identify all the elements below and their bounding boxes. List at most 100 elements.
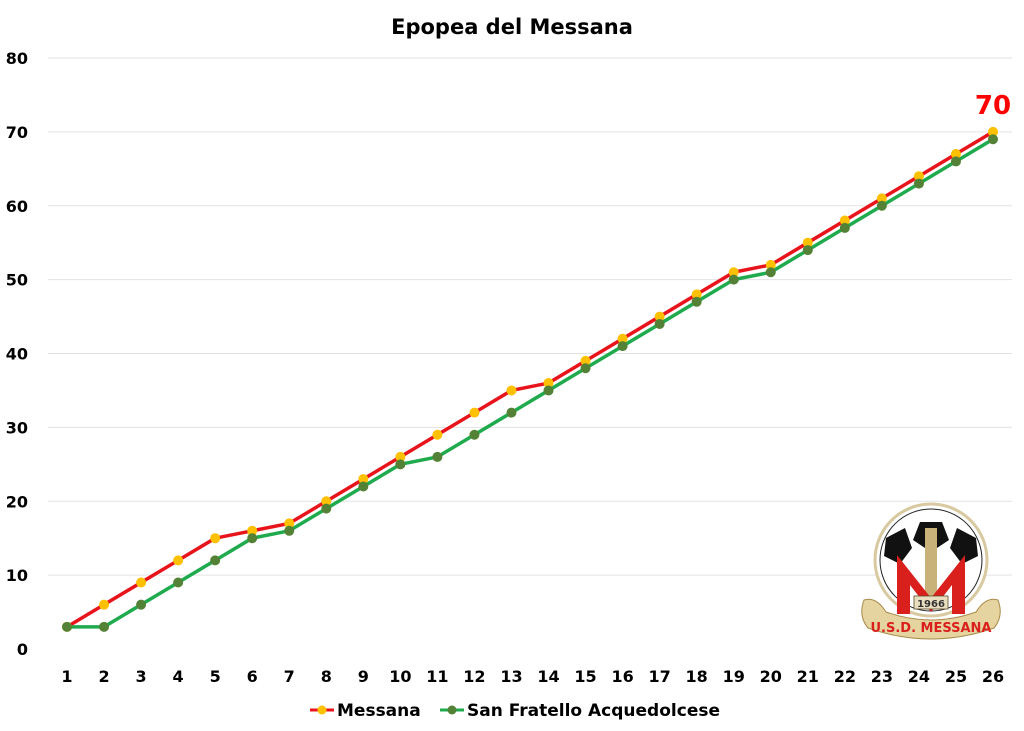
series-0-point bbox=[432, 429, 443, 440]
x-tick-label: 22 bbox=[834, 667, 856, 686]
series-0-point bbox=[543, 378, 554, 389]
series-0-point bbox=[469, 407, 480, 418]
series-1-point bbox=[321, 503, 332, 514]
series-1-point bbox=[247, 533, 258, 544]
x-tick-label: 7 bbox=[284, 667, 295, 686]
x-tick-label: 14 bbox=[537, 667, 559, 686]
series-1-point bbox=[432, 451, 443, 462]
x-tick-label: 24 bbox=[908, 667, 930, 686]
series-1-point bbox=[210, 555, 221, 566]
series-1-point bbox=[62, 621, 72, 632]
y-axis-ticks: 0 10 20 30 40 50 60 70 80 bbox=[6, 49, 28, 659]
series-1-point bbox=[950, 156, 961, 167]
series-1-point bbox=[580, 363, 591, 374]
series-1-point bbox=[99, 621, 110, 632]
series-1-point bbox=[173, 577, 184, 588]
series-0-point bbox=[580, 355, 591, 366]
x-tick-label: 5 bbox=[210, 667, 221, 686]
series-1-point bbox=[765, 267, 776, 278]
legend: Messana San Fratello Acquedolcese bbox=[310, 701, 720, 721]
x-tick-label: 17 bbox=[649, 667, 671, 686]
series-0-point bbox=[691, 289, 702, 300]
series-0-point bbox=[173, 555, 184, 566]
series-0-point bbox=[358, 474, 369, 485]
series-1-point bbox=[543, 385, 554, 396]
x-tick-label: 18 bbox=[686, 667, 708, 686]
legend-label-san-fratello: San Fratello Acquedolcese bbox=[467, 701, 720, 721]
series-0-point bbox=[247, 525, 258, 536]
series-0-point bbox=[765, 259, 776, 270]
series-0-point bbox=[950, 149, 961, 160]
x-tick-label: 11 bbox=[426, 667, 448, 686]
x-tick-label: 16 bbox=[611, 667, 633, 686]
x-tick-label: 6 bbox=[247, 667, 258, 686]
logo-name: U.S.D. MESSANA bbox=[870, 621, 991, 636]
x-tick-label: 2 bbox=[98, 667, 109, 686]
series-1-point bbox=[506, 407, 517, 418]
series-0-point bbox=[506, 385, 517, 396]
series-0-point bbox=[395, 451, 406, 462]
series-1-point bbox=[802, 245, 813, 256]
series-1-point bbox=[358, 481, 369, 492]
series-1-point bbox=[839, 222, 850, 233]
legend-item-messana: Messana bbox=[310, 701, 421, 721]
series-1-point bbox=[284, 525, 295, 536]
x-tick-label: 8 bbox=[321, 667, 332, 686]
x-tick-label: 21 bbox=[797, 667, 819, 686]
end-value-label: 70 bbox=[975, 91, 1011, 121]
series-1-point bbox=[395, 459, 406, 470]
series-0-point bbox=[136, 577, 147, 588]
y-tick-label: 30 bbox=[6, 418, 28, 437]
series-0-point bbox=[210, 533, 221, 544]
x-tick-label: 10 bbox=[389, 667, 411, 686]
y-tick-label: 70 bbox=[6, 123, 28, 142]
x-tick-label: 1 bbox=[61, 667, 72, 686]
series-1-point bbox=[136, 599, 147, 610]
y-tick-label: 40 bbox=[6, 345, 28, 364]
y-tick-label: 0 bbox=[17, 640, 28, 659]
series-0-point bbox=[876, 193, 887, 204]
x-tick-label: 15 bbox=[574, 667, 596, 686]
y-tick-label: 10 bbox=[6, 566, 28, 585]
chart-title: Epopea del Messana bbox=[391, 15, 633, 39]
x-tick-label: 4 bbox=[173, 667, 184, 686]
legend-item-san-fratello: San Fratello Acquedolcese bbox=[440, 701, 720, 721]
series-0-point bbox=[321, 496, 332, 507]
series-0-point bbox=[802, 237, 813, 248]
x-tick-label: 3 bbox=[136, 667, 147, 686]
series-0-point bbox=[617, 333, 628, 344]
series-0-point bbox=[654, 311, 665, 322]
series-1-point bbox=[876, 200, 887, 211]
x-tick-label: 20 bbox=[760, 667, 782, 686]
y-tick-label: 60 bbox=[6, 197, 28, 216]
series-0-point bbox=[728, 267, 739, 278]
series-0-point bbox=[913, 171, 924, 182]
x-tick-label: 13 bbox=[500, 667, 522, 686]
grid-lines bbox=[48, 57, 1012, 576]
series-1-point bbox=[469, 429, 480, 440]
series-1-point bbox=[988, 134, 998, 145]
series-1-point bbox=[617, 341, 628, 352]
x-tick-label: 12 bbox=[463, 667, 485, 686]
x-tick-label: 25 bbox=[945, 667, 967, 686]
logo-year: 1966 bbox=[917, 599, 945, 610]
series-0-point bbox=[99, 599, 110, 610]
series-line-0 bbox=[66, 130, 994, 629]
series-1-point bbox=[691, 296, 702, 307]
x-tick-label: 9 bbox=[358, 667, 369, 686]
y-tick-label: 80 bbox=[6, 49, 28, 68]
series-layer bbox=[62, 126, 998, 632]
x-tick-label: 26 bbox=[982, 667, 1004, 686]
series-1-point bbox=[728, 274, 739, 285]
legend-label-messana: Messana bbox=[337, 701, 421, 721]
series-1-point bbox=[913, 178, 924, 189]
y-tick-label: 20 bbox=[6, 492, 28, 511]
x-tick-label: 19 bbox=[723, 667, 745, 686]
series-0-point bbox=[839, 215, 850, 226]
x-axis-ticks: 1 2 3 4 5 6 7 8 9 10 11 12 13 14 15 16 17 18 19 20 21 22 23 24 2… bbox=[61, 667, 1004, 686]
series-0-point bbox=[284, 518, 295, 529]
x-tick-label: 23 bbox=[871, 667, 893, 686]
series-0-point bbox=[988, 126, 998, 137]
club-logo: 1966 U.S.D. MESSANA bbox=[861, 502, 1001, 640]
